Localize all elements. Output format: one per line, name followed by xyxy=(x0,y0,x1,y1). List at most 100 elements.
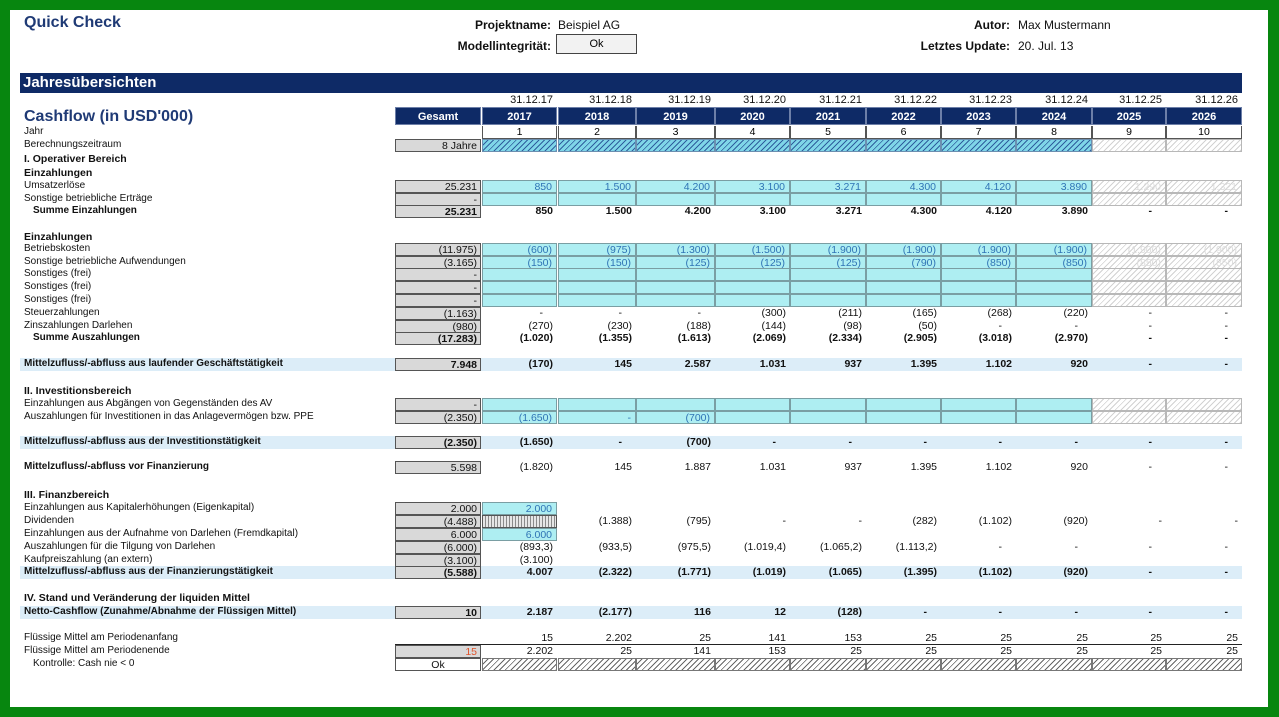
input-cell[interactable]: 3.890 xyxy=(1016,180,1092,193)
input-cell[interactable]: (975) xyxy=(558,243,636,256)
value-cell: - xyxy=(1148,358,1153,370)
date-header: 31.12.21 xyxy=(819,94,862,106)
input-cell[interactable] xyxy=(941,193,1016,206)
year-header-2026: 2026 xyxy=(1166,107,1242,125)
input-cell[interactable]: (600) xyxy=(482,243,557,256)
input-cell[interactable] xyxy=(636,193,715,206)
row-label-jahr: Jahr xyxy=(24,126,44,137)
input-cell[interactable] xyxy=(636,294,715,307)
total-cell-sum_ausz: (17.283) xyxy=(395,332,481,345)
year-header-2020: 2020 xyxy=(715,107,790,125)
input-cell[interactable] xyxy=(941,281,1016,294)
input-cell[interactable]: 850 xyxy=(482,180,557,193)
value-cell: - xyxy=(1148,461,1153,473)
input-cell[interactable]: 4.200 xyxy=(636,180,715,193)
value-cell: 4.120 xyxy=(985,205,1012,217)
input-cell[interactable]: (1.900) xyxy=(790,243,866,256)
input-cell[interactable] xyxy=(1016,268,1092,281)
input-cell[interactable] xyxy=(866,268,941,281)
projection-cell xyxy=(1092,294,1166,307)
input-cell[interactable] xyxy=(1016,294,1092,307)
row-label-frei2: Sonstiges (frei) xyxy=(24,281,92,292)
input-cell[interactable] xyxy=(1016,281,1092,294)
input-cell[interactable]: 3.100 xyxy=(715,180,790,193)
input-cell[interactable]: (1.500) xyxy=(715,243,790,256)
input-cell[interactable]: (700) xyxy=(636,411,715,424)
input-cell[interactable] xyxy=(482,281,557,294)
input-cell[interactable] xyxy=(636,281,715,294)
input-cell[interactable] xyxy=(790,294,866,307)
value-cell: (1.020) xyxy=(519,332,553,344)
date-header: 31.12.20 xyxy=(743,94,786,106)
total-cell-fin_div: (4.488) xyxy=(395,515,481,528)
input-cell[interactable] xyxy=(558,193,636,206)
input-cell[interactable]: (1.900) xyxy=(1016,243,1092,256)
input-cell[interactable] xyxy=(636,268,715,281)
value-cell: (1.065,2) xyxy=(819,541,862,553)
total-cell-sum_einz: 25.231 xyxy=(395,205,481,218)
input-cell[interactable]: 2.000 xyxy=(482,502,557,515)
input-cell[interactable]: 1.500 xyxy=(558,180,636,193)
autor-value[interactable]: Max Mustermann xyxy=(1018,18,1111,32)
input-cell[interactable]: 6.000 xyxy=(482,528,557,541)
input-cell[interactable]: (125) xyxy=(636,256,715,269)
input-cell[interactable]: (850) xyxy=(1016,256,1092,269)
input-cell[interactable] xyxy=(715,294,790,307)
input-cell[interactable] xyxy=(482,294,557,307)
input-cell[interactable] xyxy=(941,398,1016,411)
input-cell[interactable] xyxy=(866,281,941,294)
value-cell: 25 xyxy=(1000,632,1012,644)
input-cell[interactable] xyxy=(790,411,866,424)
input-cell[interactable] xyxy=(790,398,866,411)
input-cell[interactable] xyxy=(558,268,636,281)
modellintegritaet-status: Ok xyxy=(556,34,637,54)
period-flag xyxy=(1092,139,1166,152)
input-cell[interactable] xyxy=(636,398,715,411)
letztes-update-value[interactable]: 20. Jul. 13 xyxy=(1018,39,1074,53)
input-cell[interactable] xyxy=(558,398,636,411)
input-cell[interactable] xyxy=(715,281,790,294)
input-cell[interactable]: 4.120 xyxy=(941,180,1016,193)
input-cell[interactable] xyxy=(941,268,1016,281)
input-cell[interactable] xyxy=(866,411,941,424)
input-cell[interactable] xyxy=(1016,398,1092,411)
input-cell[interactable] xyxy=(866,193,941,206)
input-cell[interactable] xyxy=(1016,193,1092,206)
value-cell: 1.500 xyxy=(605,205,632,217)
input-cell[interactable] xyxy=(866,398,941,411)
value-cell: (98) xyxy=(843,320,862,332)
input-cell[interactable] xyxy=(715,411,790,424)
input-cell[interactable]: (790) xyxy=(866,256,941,269)
input-cell[interactable] xyxy=(790,193,866,206)
input-cell[interactable]: - xyxy=(558,411,636,424)
input-cell[interactable] xyxy=(941,294,1016,307)
input-cell[interactable] xyxy=(482,268,557,281)
projektname-value[interactable]: Beispiel AG xyxy=(558,18,621,32)
input-cell[interactable]: (1.300) xyxy=(636,243,715,256)
input-cell[interactable]: (1.650) xyxy=(482,411,557,424)
value-cell: (1.388) xyxy=(598,515,632,527)
date-header: 31.12.26 xyxy=(1195,94,1238,106)
input-cell[interactable] xyxy=(790,268,866,281)
input-cell[interactable]: (1.900) xyxy=(866,243,941,256)
input-cell[interactable] xyxy=(866,294,941,307)
input-cell[interactable] xyxy=(1016,411,1092,424)
input-cell[interactable] xyxy=(558,294,636,307)
input-cell[interactable] xyxy=(558,281,636,294)
input-cell[interactable]: 3.271 xyxy=(790,180,866,193)
value-cell: 116 xyxy=(694,606,711,618)
input-cell[interactable] xyxy=(790,281,866,294)
input-cell[interactable] xyxy=(715,398,790,411)
input-cell[interactable] xyxy=(482,193,557,206)
input-cell[interactable] xyxy=(715,268,790,281)
input-cell[interactable]: (1.900) xyxy=(941,243,1016,256)
value-cell: (2.177) xyxy=(598,606,632,618)
input-cell[interactable]: 4.300 xyxy=(866,180,941,193)
input-cell[interactable] xyxy=(941,411,1016,424)
row-label-inv_head: II. Investitionsbereich xyxy=(24,385,132,397)
dividend-input-cell[interactable] xyxy=(482,515,557,528)
year-index: 2 xyxy=(558,126,636,139)
input-cell[interactable] xyxy=(482,398,557,411)
value-cell: 937 xyxy=(844,358,862,370)
input-cell[interactable] xyxy=(715,193,790,206)
